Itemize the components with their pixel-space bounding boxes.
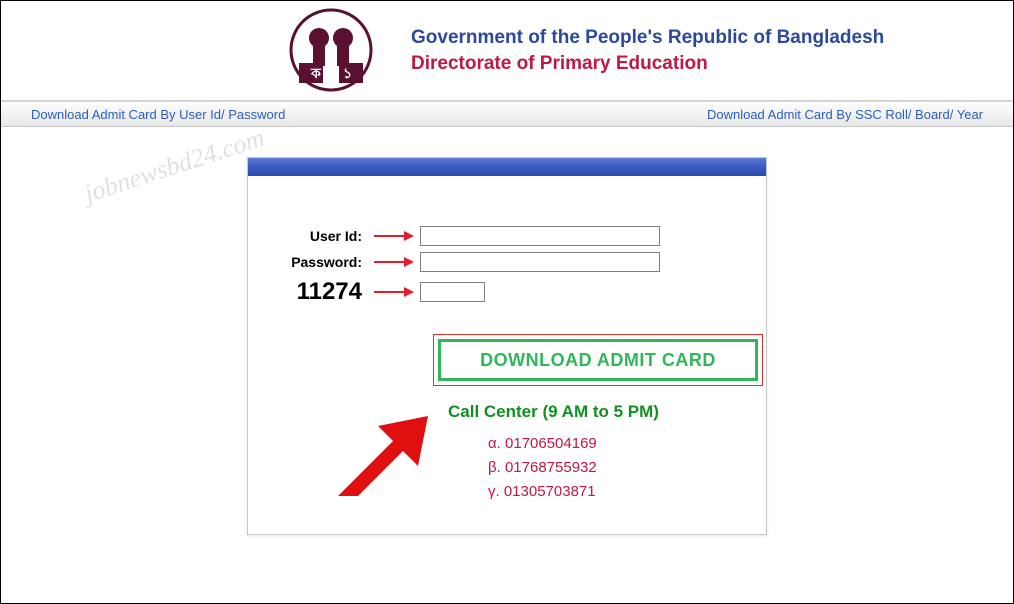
phone-item: γ. 01305703871: [488, 480, 736, 504]
gov-title: Government of the People's Republic of B…: [411, 27, 884, 49]
userid-label: User Id:: [278, 228, 368, 244]
userid-input[interactable]: [420, 226, 660, 246]
arrow-icon: [374, 285, 414, 299]
password-label: Password:: [278, 254, 368, 270]
phone-item: α. 01706504169: [488, 432, 736, 456]
phone-list: α. 01706504169 β. 01768755932 γ. 0130570…: [488, 432, 736, 504]
dept-title: Directorate of Primary Education: [411, 53, 884, 75]
arrow-icon: [374, 255, 414, 269]
login-panel: User Id: Password: 11274 DOWNLOAD ADMIT …: [247, 157, 767, 535]
captcha-input[interactable]: [420, 282, 485, 302]
gov-logo: ক ১: [281, 8, 381, 93]
header-titles: Government of the People's Republic of B…: [411, 27, 884, 75]
captcha-row: 11274: [278, 278, 736, 306]
nav-link-sscroll[interactable]: Download Admit Card By SSC Roll/ Board/ …: [707, 107, 983, 122]
password-input[interactable]: [420, 252, 660, 272]
captcha-value: 11274: [278, 278, 368, 306]
svg-text:ক: ক: [310, 65, 322, 81]
download-admit-card-button[interactable]: DOWNLOAD ADMIT CARD: [438, 339, 758, 381]
page-header: ক ১ Government of the People's Republic …: [1, 1, 1013, 101]
svg-text:১: ১: [343, 65, 352, 81]
callcenter-title: Call Center (9 AM to 5 PM): [448, 402, 736, 422]
panel-body: User Id: Password: 11274 DOWNLOAD ADMIT …: [248, 176, 766, 534]
password-row: Password:: [278, 252, 736, 272]
phone-item: β. 01768755932: [488, 456, 736, 480]
panel-top-bar: [248, 158, 766, 176]
userid-row: User Id:: [278, 226, 736, 246]
arrow-icon: [374, 229, 414, 243]
nav-link-userid[interactable]: Download Admit Card By User Id/ Password: [31, 107, 285, 122]
download-button-highlight: DOWNLOAD ADMIT CARD: [433, 334, 763, 386]
callcenter-block: Call Center (9 AM to 5 PM) α. 0170650416…: [448, 402, 736, 504]
annotation-big-arrow-icon: [328, 396, 438, 506]
watermark-text: jobnewsbd24.com: [81, 123, 268, 209]
navbar: Download Admit Card By User Id/ Password…: [1, 101, 1013, 127]
